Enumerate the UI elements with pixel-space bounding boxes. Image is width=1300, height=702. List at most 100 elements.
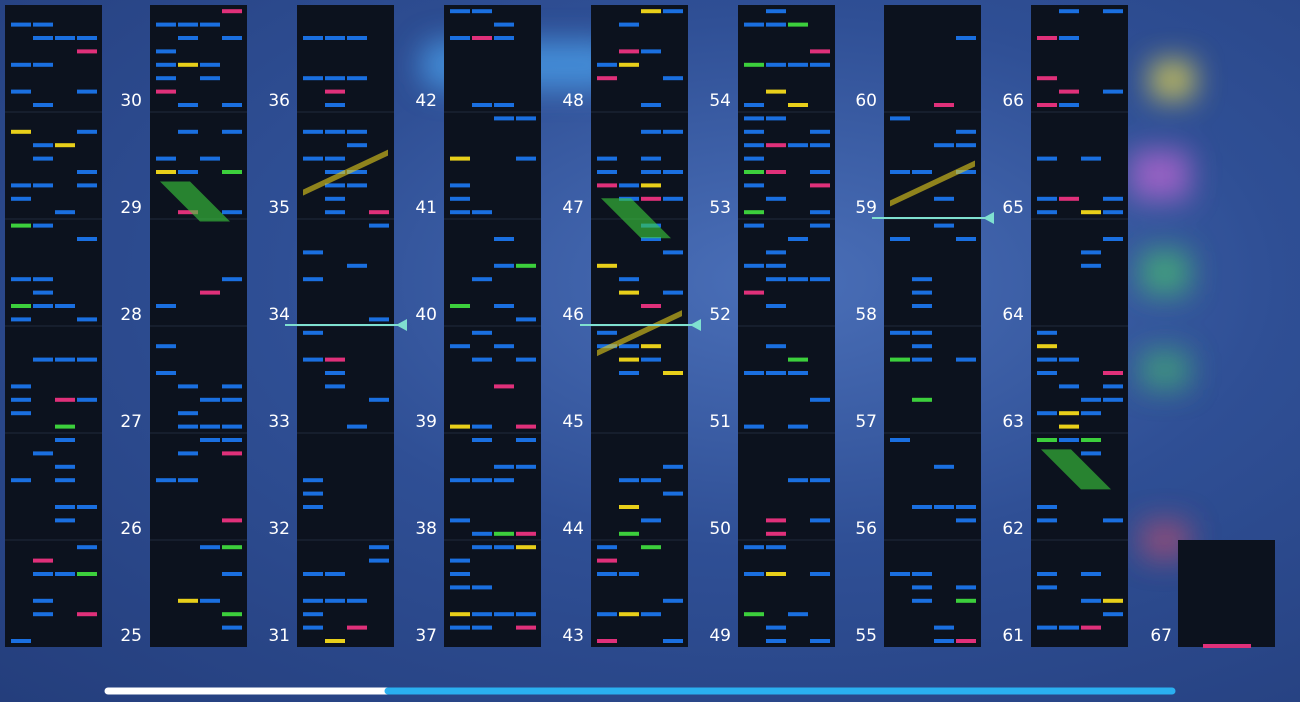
note	[222, 103, 242, 107]
note	[619, 572, 639, 576]
note	[766, 371, 786, 375]
note	[450, 183, 470, 188]
note	[619, 277, 639, 282]
note	[450, 304, 470, 308]
note	[810, 183, 830, 188]
note	[1059, 357, 1079, 362]
note	[222, 518, 242, 523]
note	[55, 478, 75, 483]
note	[200, 156, 220, 161]
note	[788, 371, 808, 375]
note	[33, 558, 53, 563]
note	[178, 384, 198, 389]
note	[33, 304, 53, 308]
note	[810, 223, 830, 228]
note	[33, 612, 53, 617]
note	[222, 129, 242, 134]
slide-note	[160, 181, 230, 222]
note	[325, 384, 345, 389]
note	[1103, 196, 1123, 201]
note	[303, 491, 323, 496]
note	[663, 9, 683, 14]
measure-number: 31	[268, 626, 290, 646]
note	[450, 558, 470, 563]
note	[1059, 196, 1079, 201]
note	[222, 451, 242, 456]
note	[912, 344, 932, 349]
note	[472, 210, 492, 215]
note	[33, 143, 53, 148]
note	[744, 103, 764, 107]
note	[494, 103, 514, 107]
note	[369, 397, 389, 402]
note	[77, 36, 97, 40]
note	[663, 250, 683, 255]
note	[744, 612, 764, 617]
note	[200, 598, 220, 603]
note	[303, 612, 323, 617]
note	[77, 237, 97, 241]
measure-number: 43	[562, 626, 584, 646]
note	[303, 76, 323, 81]
note	[1037, 371, 1057, 375]
measure-number: 48	[562, 91, 584, 111]
note	[156, 62, 176, 67]
measure-number: 30	[120, 91, 142, 111]
note	[1037, 196, 1057, 201]
measure-number: 60	[855, 91, 877, 111]
note	[77, 89, 97, 94]
note	[55, 36, 75, 40]
measure-number: 32	[268, 519, 290, 539]
slide-note	[601, 198, 671, 239]
note	[1037, 156, 1057, 161]
note	[178, 598, 198, 603]
note	[766, 143, 786, 148]
note	[1059, 103, 1079, 107]
note	[325, 76, 345, 81]
note	[77, 170, 97, 174]
note	[494, 22, 514, 27]
note	[222, 210, 242, 215]
note	[369, 210, 389, 215]
note	[156, 478, 176, 483]
note	[450, 9, 470, 14]
note	[912, 330, 932, 335]
note	[303, 129, 323, 134]
note	[1037, 344, 1057, 349]
note	[788, 237, 808, 241]
measure-number: 25	[120, 626, 142, 646]
note	[663, 639, 683, 643]
columns	[5, 5, 1275, 648]
note	[1037, 518, 1057, 523]
note	[200, 22, 220, 27]
note	[472, 277, 492, 282]
note	[788, 277, 808, 282]
note	[494, 531, 514, 536]
note	[641, 183, 661, 188]
note	[597, 639, 617, 643]
note	[369, 223, 389, 228]
note	[77, 505, 97, 509]
note	[1037, 505, 1057, 509]
note	[810, 397, 830, 402]
note	[200, 438, 220, 442]
note	[494, 304, 514, 308]
note	[303, 478, 323, 483]
note	[744, 545, 764, 550]
note	[1103, 397, 1123, 402]
note	[956, 518, 976, 523]
note	[178, 62, 198, 67]
note	[11, 22, 31, 27]
note	[956, 170, 976, 174]
note	[663, 290, 683, 295]
note	[156, 156, 176, 161]
note	[516, 438, 536, 442]
note	[450, 478, 470, 483]
note	[472, 438, 492, 442]
note	[11, 384, 31, 389]
note	[641, 103, 661, 107]
measure-number: 44	[562, 519, 584, 539]
note	[912, 598, 932, 603]
note	[325, 357, 345, 362]
note	[788, 143, 808, 148]
